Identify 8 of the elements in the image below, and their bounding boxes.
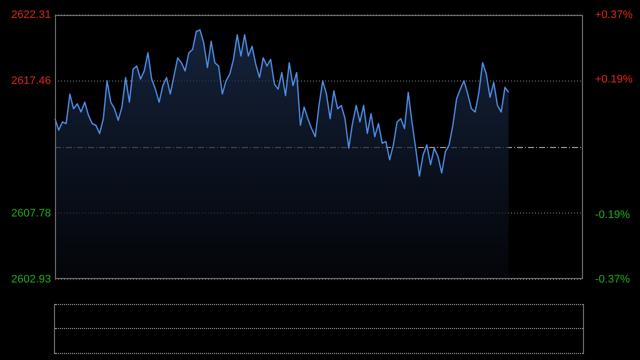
y-tick-label: 2622.31 — [11, 9, 51, 22]
y-tick-label: 2602.93 — [11, 273, 51, 286]
y2-tick-label: -0.37% — [595, 273, 630, 286]
y-tick-label: 2607.78 — [11, 207, 51, 220]
y2-tick-label: +0.37% — [595, 9, 633, 22]
y2-tick-label: -0.19% — [595, 209, 630, 222]
y2-tick-label: +0.19% — [595, 73, 633, 86]
y-tick-label: 2617.46 — [11, 75, 51, 88]
